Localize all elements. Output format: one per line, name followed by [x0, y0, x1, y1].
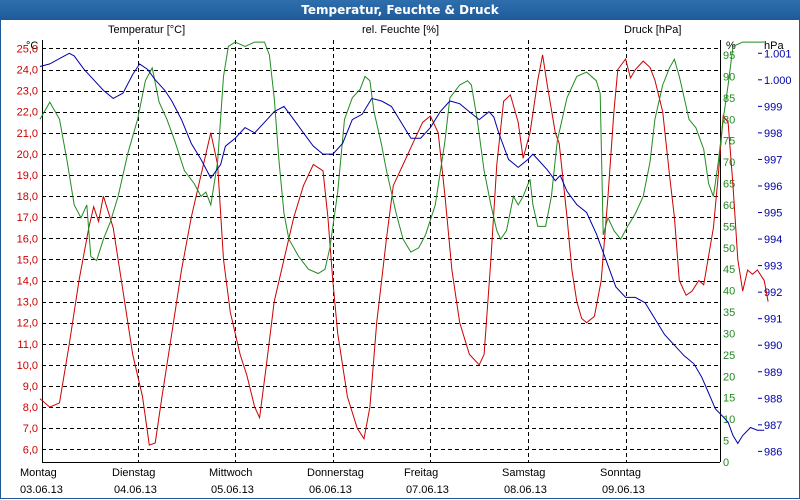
- tick-temperature: 6,0: [23, 444, 38, 456]
- tick-humidity: 70: [723, 157, 735, 169]
- tick-temperature: 11,0: [17, 339, 38, 351]
- series-pressure-line: [39, 52, 765, 445]
- tick-humidity: 85: [723, 93, 735, 105]
- tick-temperature: 15,0: [17, 254, 38, 266]
- tick-humidity: 50: [723, 243, 735, 255]
- tick-humidity: 10: [723, 414, 735, 426]
- tick-humidity: 20: [723, 371, 735, 383]
- day-date: 07.06.13: [406, 484, 449, 496]
- tick-temperature: 7,0: [23, 423, 38, 435]
- tick-temperature: 13,0: [17, 297, 38, 309]
- legend-humidity: rel. Feuchte [%]: [362, 24, 440, 36]
- tick-humidity: 95: [723, 50, 735, 62]
- tick-pressure: 994: [764, 234, 782, 246]
- day-label: Mittwoch: [209, 467, 253, 479]
- tick-temperature: 22,0: [17, 107, 38, 119]
- tick-pressure: 995: [764, 208, 782, 220]
- day-date: 06.06.13: [309, 484, 352, 496]
- tick-pressure: 993: [764, 261, 782, 273]
- tick-temperature: 14,0: [17, 276, 38, 288]
- tick-temperature: 24,0: [17, 65, 38, 77]
- day-date: 05.06.13: [211, 484, 254, 496]
- day-label: Freitag: [404, 467, 439, 479]
- unit-humidity: %: [726, 40, 736, 52]
- legend-temperature: Temperatur [°C]: [108, 24, 186, 36]
- tick-temperature: 16,0: [17, 233, 38, 245]
- series-humidity-line: [39, 41, 765, 275]
- tick-humidity: 55: [723, 221, 735, 233]
- day-date: 03.06.13: [20, 484, 63, 496]
- window-title: Temperatur, Feuchte & Druck: [0, 0, 800, 20]
- tick-pressure: 992: [764, 287, 782, 299]
- tick-humidity: 15: [723, 393, 735, 405]
- tick-pressure: 999: [764, 101, 782, 113]
- tick-temperature: 12,0: [17, 318, 38, 330]
- day-label: Sonntag: [600, 467, 641, 479]
- tick-humidity: 35: [723, 307, 735, 319]
- tick-humidity: 45: [723, 264, 735, 276]
- day-date: 04.06.13: [114, 484, 157, 496]
- tick-pressure: 991: [764, 314, 782, 326]
- tick-temperature: 9,0: [23, 381, 38, 393]
- tick-temperature: 21,0: [17, 128, 38, 140]
- series-temperature-line: [39, 54, 769, 446]
- tick-pressure: 998: [764, 128, 782, 140]
- tick-temperature: 20,0: [17, 149, 38, 161]
- tick-pressure: 990: [764, 340, 782, 352]
- tick-pressure: 996: [764, 181, 782, 193]
- tick-pressure: 986: [764, 446, 782, 458]
- tick-temperature: 8,0: [23, 402, 38, 414]
- tick-humidity: 0: [723, 457, 729, 469]
- tick-temperature: 23,0: [17, 86, 38, 98]
- tick-temperature: 18,0: [17, 191, 38, 203]
- day-label: Samstag: [502, 467, 546, 479]
- tick-humidity: 30: [723, 328, 735, 340]
- tick-humidity: 80: [723, 114, 735, 126]
- legend-pressure: Druck [hPa]: [624, 24, 682, 36]
- tick-pressure: 989: [764, 367, 782, 379]
- tick-humidity: 5: [723, 436, 729, 448]
- day-date: 09.06.13: [602, 484, 645, 496]
- tick-temperature: 17,0: [17, 212, 38, 224]
- day-label: Dienstag: [112, 467, 156, 479]
- tick-humidity: 40: [723, 286, 735, 298]
- tick-pressure: 1.000: [764, 75, 792, 87]
- tick-temperature: 25,0: [17, 43, 38, 55]
- tick-pressure: 987: [764, 420, 782, 432]
- tick-humidity: 25: [723, 350, 735, 362]
- tick-pressure: 988: [764, 393, 782, 405]
- day-label: Donnerstag: [307, 467, 364, 479]
- tick-humidity: 60: [723, 200, 735, 212]
- day-label: Montag: [20, 467, 57, 479]
- unit-pressure: hPa: [764, 40, 784, 52]
- unit-temperature: °C: [26, 40, 39, 52]
- tick-temperature: 19,0: [17, 170, 38, 182]
- day-date: 08.06.13: [504, 484, 547, 496]
- tick-temperature: 10,0: [17, 360, 38, 372]
- tick-pressure: 1.001: [764, 48, 792, 60]
- tick-pressure: 997: [764, 154, 782, 166]
